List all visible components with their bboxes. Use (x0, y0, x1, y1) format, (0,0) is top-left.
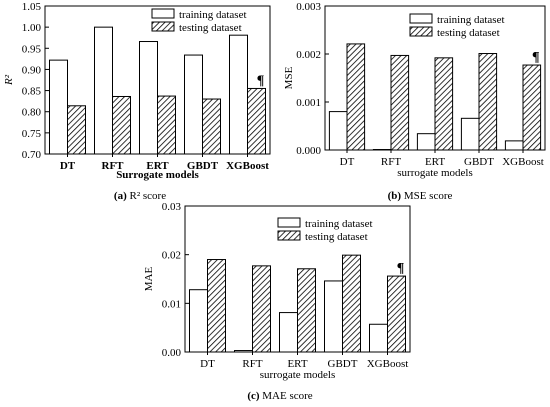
bar-testing (112, 95, 131, 155)
caption-c: (c) MAE score (215, 390, 345, 402)
legend-swatch (409, 13, 433, 24)
bar-training (189, 289, 208, 353)
x-tick-label: DT (60, 160, 76, 172)
y-tick-label: 0.75 (22, 128, 42, 140)
y-tick-label: 0.85 (22, 86, 42, 98)
y-tick-label: 1.05 (22, 1, 42, 13)
pilcrow-marker: ¶ (257, 73, 265, 88)
bar-testing (202, 98, 221, 155)
caption-b-tag: (b) (387, 190, 402, 202)
legend-label: training dataset (437, 14, 505, 26)
x-tick-label: DT (340, 156, 355, 168)
bar-training (49, 59, 68, 155)
x-tick-label: RFT (242, 358, 262, 370)
bar-training (139, 41, 158, 155)
y-axis-label: R² (3, 74, 15, 86)
x-tick-label: GBDT (464, 156, 494, 168)
caption-a: (a) R² score (80, 190, 200, 202)
bar-testing (390, 54, 410, 151)
y-axis-label: MAE (143, 267, 155, 292)
y-tick-label: 0.95 (22, 43, 42, 55)
legend-swatch (409, 26, 433, 37)
x-tick-label: DT (200, 358, 215, 370)
x-tick-label: XGBoost (367, 358, 409, 370)
bar-testing (387, 275, 406, 353)
legend-swatch (277, 230, 301, 241)
caption-c-tag: (c) (247, 390, 260, 402)
x-tick-label: XGBoost (226, 160, 269, 172)
y-tick-label: 0.70 (22, 149, 42, 161)
y-tick-label: 0.01 (162, 298, 181, 310)
y-tick-label: 0.000 (296, 145, 321, 157)
x-tick-label: RFT (381, 156, 401, 168)
caption-a-text: R² score (129, 190, 167, 202)
x-axis-label: Surrogate models (116, 169, 199, 181)
bar-testing (252, 265, 271, 353)
y-tick-label: 0.03 (162, 201, 182, 213)
x-tick-label: ERT (146, 160, 169, 172)
x-axis-label: surrogate models (260, 369, 335, 381)
x-axis-label: surrogate models (397, 167, 472, 179)
legend-label: testing dataset (437, 27, 500, 39)
caption-b-text: MSE score (403, 190, 453, 202)
y-tick-label: 1.00 (22, 22, 42, 34)
legend-swatch (151, 21, 175, 32)
bar-training (324, 280, 343, 353)
bar-testing (157, 95, 176, 155)
legend-label: training dataset (179, 9, 247, 21)
x-tick-label: GBDT (187, 160, 219, 172)
legend-swatch (151, 8, 175, 19)
caption-b: (b) MSE score (355, 190, 485, 202)
y-tick-label: 0.90 (22, 64, 42, 76)
caption-c-text: MAE score (262, 390, 313, 402)
chart-c-mae: 0.00 0.01 0.02 0.03 DT RFT ERT GBDT XGBoost ¶ surr… (143, 201, 411, 381)
bar-training (234, 350, 253, 353)
bar-training (460, 117, 480, 151)
bar-training (416, 133, 436, 151)
y-tick-label: 0.002 (296, 49, 321, 61)
bar-testing (207, 259, 226, 353)
x-tick-label: GBDT (328, 358, 358, 370)
y-tick-label: 0.00 (162, 347, 182, 359)
bar-testing (478, 53, 498, 151)
bar-testing (297, 268, 316, 353)
x-tick-label: ERT (287, 358, 307, 370)
bar-training (229, 34, 248, 155)
y-tick-label: 0.80 (22, 107, 42, 119)
legend-label: testing dataset (305, 231, 368, 243)
pilcrow-marker: ¶ (397, 261, 405, 276)
legend-label: testing dataset (179, 22, 242, 34)
legend-label: training dataset (305, 218, 373, 230)
bar-training (369, 323, 388, 353)
bar-training (94, 26, 113, 155)
bar-testing (247, 87, 266, 155)
bar-training (279, 312, 298, 353)
y-tick-label: 0.001 (296, 97, 321, 109)
x-tick-label: ERT (425, 156, 445, 168)
chart-a-r2: 0.70 0.75 0.80 0.85 0.90 0.95 1.00 1.05 DT RFT ERT… (3, 1, 271, 181)
bar-testing (522, 64, 542, 151)
bar-testing (434, 57, 454, 151)
x-tick-label: XGBoost (502, 156, 544, 168)
legend-swatch (277, 217, 301, 228)
x-tick-label: RFT (102, 160, 125, 172)
y-axis-label: MSE (283, 66, 295, 89)
pilcrow-marker: ¶ (532, 50, 540, 65)
y-tick-label: 0.003 (296, 1, 321, 13)
bar-testing (346, 43, 366, 151)
bar-testing (342, 254, 361, 353)
y-tick-label: 0.02 (162, 250, 181, 262)
bar-training (504, 140, 524, 151)
bar-training (328, 111, 348, 151)
caption-a-tag: (a) (113, 190, 127, 202)
chart-b-mse: 0.000 0.001 0.002 0.003 DT RFT ERT GBDT XGBoost ¶… (283, 1, 546, 179)
bar-training (184, 54, 203, 155)
bar-testing (67, 105, 86, 155)
